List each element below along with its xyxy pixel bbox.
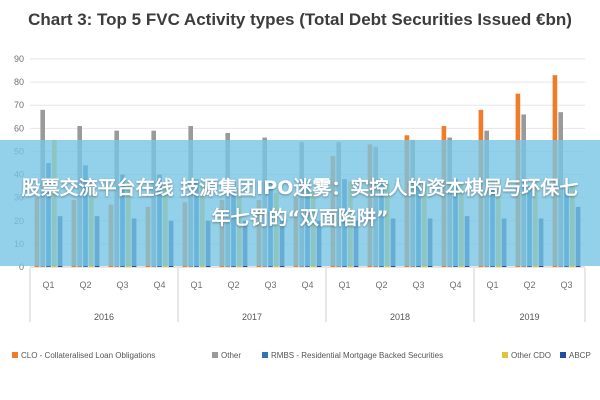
legend-swatch	[262, 352, 268, 358]
legend-label: RMBS - Residential Mortgage Backed Secur…	[271, 351, 443, 360]
x-tick-label: Q3	[560, 280, 572, 290]
x-tick-label: Q3	[116, 280, 128, 290]
x-tick-label: Q1	[42, 280, 54, 290]
legend: CLO - Collateralised Loan Obligations Oth…	[12, 351, 591, 360]
headline-text[interactable]: 股票交流平台在线 技源集团IPO迷雾：实控人的资本棋局与环保七年七罚的“双面陷阱…	[21, 177, 579, 229]
x-tick-label: Q3	[412, 280, 424, 290]
x-tick-label: Q2	[227, 280, 239, 290]
x-axis-ticks: Q1 Q2 Q3 Q4 Q1 Q2 Q3 Q4 Q1 Q2 Q3 Q4 Q1 Q2 Q3 2016 2017 20…	[29, 268, 586, 322]
y-tick-label: 60	[14, 123, 24, 133]
y-tick-label: 90	[14, 54, 24, 64]
chart-title: Chart 3: Top 5 FVC Activity types (Total…	[28, 10, 572, 29]
legend-label: CLO - Collateralised Loan Obligations	[21, 351, 155, 360]
legend-swatch	[502, 352, 508, 358]
year-label: 2018	[390, 312, 410, 322]
legend-swatch	[12, 352, 18, 358]
headline-banner[interactable]: 股票交流平台在线 技源集团IPO迷雾：实控人的资本棋局与环保七年七罚的“双面陷阱…	[0, 140, 600, 266]
year-label: 2017	[242, 312, 262, 322]
y-tick-label: 0	[19, 262, 24, 272]
legend-swatch	[560, 352, 566, 358]
x-tick-label: Q1	[190, 280, 202, 290]
legend-label: ABCP	[569, 351, 591, 360]
year-label: 2016	[94, 312, 114, 322]
x-tick-label: Q2	[523, 280, 535, 290]
legend-swatch	[212, 352, 218, 358]
year-label: 2019	[519, 312, 539, 322]
x-tick-label: Q4	[301, 280, 313, 290]
x-tick-label: Q2	[79, 280, 91, 290]
y-tick-label: 70	[14, 100, 24, 110]
x-tick-label: Q4	[153, 280, 165, 290]
legend-label: Other	[221, 351, 241, 360]
x-tick-label: Q2	[375, 280, 387, 290]
x-tick-label: Q4	[449, 280, 461, 290]
legend-label: Other CDO	[511, 351, 551, 360]
x-tick-label: Q1	[486, 280, 498, 290]
x-tick-label: Q3	[264, 280, 276, 290]
x-tick-label: Q1	[338, 280, 350, 290]
y-tick-label: 80	[14, 77, 24, 87]
